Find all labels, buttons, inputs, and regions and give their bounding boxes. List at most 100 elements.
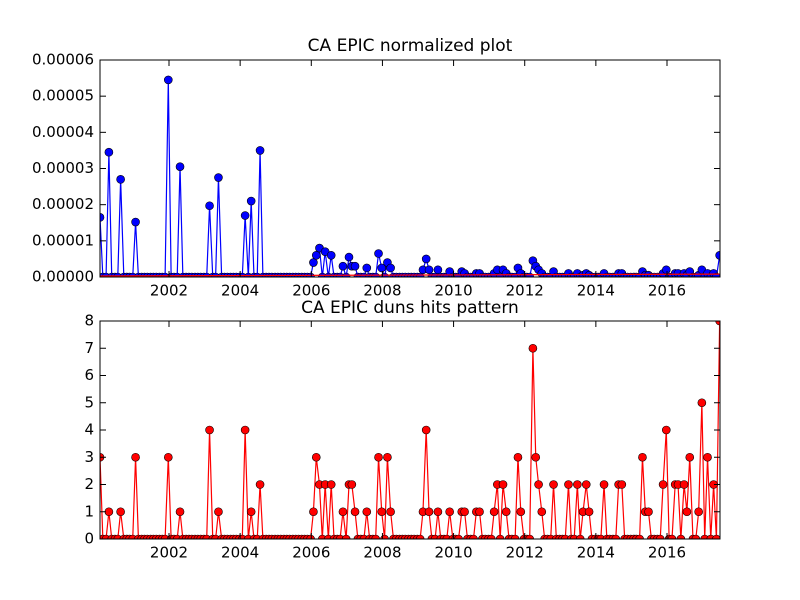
- data-point: [525, 534, 534, 539]
- data-point: [240, 211, 250, 220]
- x-tick-label: 2010: [434, 282, 472, 300]
- data-point: [501, 507, 511, 517]
- x-tick-label: 2004: [221, 544, 259, 562]
- data-point: [246, 196, 256, 206]
- data-point: [350, 261, 360, 271]
- data-point: [386, 507, 395, 517]
- data-point: [341, 534, 351, 539]
- data-point: [703, 452, 712, 462]
- data-point: [421, 254, 431, 264]
- data-point: [611, 534, 621, 539]
- x-tick-label: 2016: [648, 282, 686, 300]
- data-point: [377, 263, 387, 273]
- y-tick-label: 5: [84, 393, 94, 411]
- data-point: [564, 480, 573, 489]
- data-point: [513, 452, 523, 462]
- data-point: [131, 452, 140, 462]
- y-tick-label: 0.00002: [32, 195, 94, 213]
- data-point: [371, 534, 380, 539]
- data-point: [691, 534, 701, 539]
- data-point: [575, 534, 585, 539]
- data-point: [694, 507, 703, 517]
- data-point: [246, 507, 256, 517]
- data-point: [682, 507, 692, 517]
- data-point: [460, 507, 469, 517]
- data-point: [255, 480, 265, 489]
- data-point: [661, 425, 671, 435]
- data-point: [311, 251, 321, 260]
- data-point: [362, 507, 372, 517]
- data-point: [495, 534, 505, 539]
- data-point: [421, 425, 431, 435]
- x-tick-label: 2012: [506, 282, 544, 300]
- data-point: [104, 147, 114, 157]
- data-point: [309, 507, 318, 517]
- data-point: [498, 480, 508, 489]
- data-point: [581, 480, 591, 489]
- data-point: [338, 261, 348, 271]
- data-point: [131, 217, 140, 227]
- data-point: [386, 263, 395, 273]
- x-tick-label: 2002: [150, 282, 188, 300]
- y-tick-label: 0.00004: [32, 123, 94, 141]
- data-point: [679, 480, 689, 489]
- data-point: [638, 452, 647, 462]
- data-point: [445, 507, 454, 517]
- x-tick-label: 2006: [292, 282, 330, 300]
- data-point: [116, 175, 125, 184]
- data-point: [433, 507, 443, 517]
- chart-title: CA EPIC duns hits pattern: [301, 298, 519, 318]
- data-point: [338, 507, 348, 517]
- data-point: [489, 507, 499, 517]
- y-tick-label: 0.00006: [32, 51, 94, 69]
- x-tick-label: 2014: [577, 544, 615, 562]
- data-point: [374, 452, 383, 462]
- data-point: [311, 452, 321, 462]
- data-point: [374, 249, 383, 258]
- data-point: [469, 534, 478, 539]
- y-tick-label: 0: [84, 530, 94, 548]
- data-point: [344, 252, 354, 262]
- data-point: [433, 265, 443, 275]
- data-point: [486, 534, 496, 539]
- data-point: [175, 507, 185, 517]
- data-point: [454, 534, 463, 539]
- data-point: [347, 480, 357, 489]
- data-point: [697, 398, 707, 408]
- data-point: [362, 263, 372, 273]
- data-point: [163, 452, 173, 462]
- data-point: [350, 507, 360, 517]
- x-tick-label: 2004: [221, 282, 259, 300]
- data-point: [306, 534, 315, 539]
- data-point: [617, 480, 627, 489]
- data-point: [549, 480, 558, 489]
- data-point: [685, 452, 695, 462]
- plot-area: [100, 75, 720, 277]
- chart-title: CA EPIC normalized plot: [308, 36, 513, 56]
- data-point: [240, 425, 250, 435]
- x-tick-label: 2014: [577, 282, 615, 300]
- y-tick-label: 3: [84, 448, 94, 466]
- x-tick-label: 2016: [648, 544, 686, 562]
- y-tick-label: 1: [84, 502, 94, 520]
- data-point: [510, 534, 520, 539]
- data-point: [661, 265, 671, 275]
- x-tick-label: 2008: [363, 544, 401, 562]
- data-point: [116, 507, 125, 517]
- data-point: [255, 146, 265, 155]
- data-point: [644, 507, 653, 517]
- y-tick-label: 6: [84, 366, 94, 384]
- data-point: [531, 452, 541, 462]
- y-tick-label: 0.00001: [32, 231, 94, 249]
- y-tick-label: 2: [84, 475, 94, 493]
- data-point: [104, 507, 114, 517]
- x-tick-label: 2002: [150, 544, 188, 562]
- data-point: [205, 201, 214, 211]
- data-point: [712, 534, 720, 539]
- data-point: [163, 75, 173, 85]
- data-point: [205, 425, 214, 435]
- y-tick-label: 0.00000: [32, 268, 94, 286]
- y-tick-label: 4: [84, 421, 94, 439]
